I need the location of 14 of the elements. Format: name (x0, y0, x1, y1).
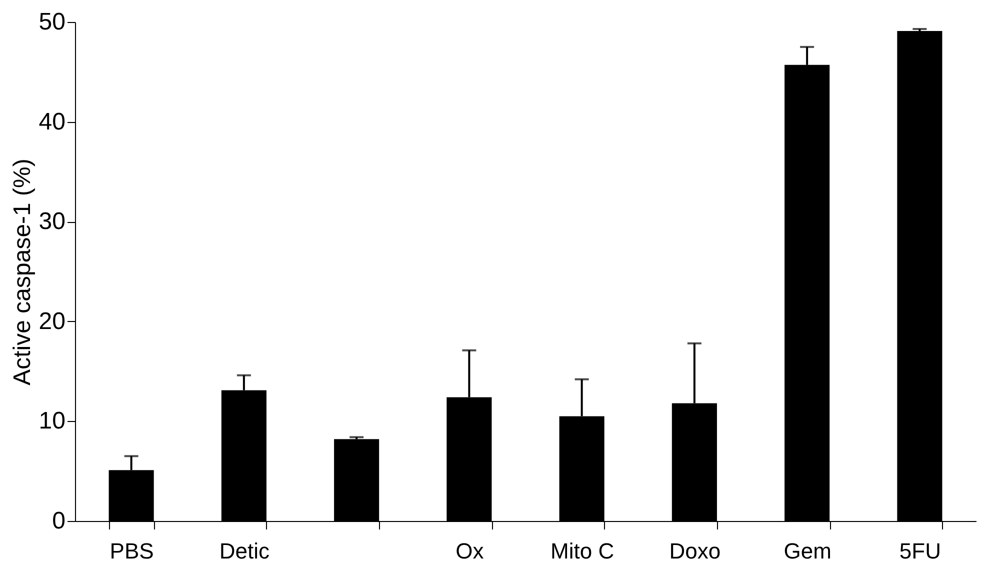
x-tick-label: PBS (110, 538, 154, 564)
y-tick-label: 20 (38, 308, 66, 335)
y-tick-label: 50 (38, 8, 66, 36)
y-tick-label: 0 (52, 508, 66, 534)
x-tick-label: Mito C (550, 538, 614, 564)
x-tick-label: 5FU (899, 538, 941, 564)
x-tick-label: Ox (456, 538, 484, 564)
y-tick-label: 10 (38, 408, 66, 435)
x-tick-label: Gem (784, 538, 832, 564)
x-tick-label: Detic (219, 538, 270, 564)
y-tick-label: 40 (38, 108, 66, 136)
y-tick-label: 30 (38, 208, 66, 236)
y-axis-title: Active caspase-1 (%) (8, 158, 36, 386)
x-tick-label: Doxo (669, 538, 721, 564)
